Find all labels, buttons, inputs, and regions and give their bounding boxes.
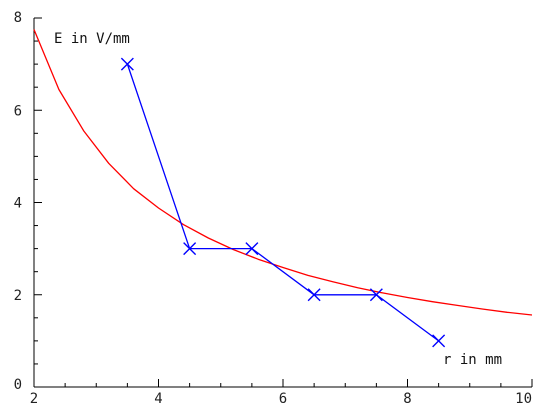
series-line [126,63,439,342]
data-point-marker [369,288,383,302]
data-point-marker [307,288,321,302]
y-axis-label: E in V/mm [54,31,130,47]
y-tick-label: 4 [14,196,22,212]
x-tick-label: 6 [279,391,287,407]
data-point-marker [432,334,446,348]
x-tick-label: 10 [515,391,532,407]
data-point-marker [245,242,259,256]
data-point-marker [120,57,134,71]
series-layer [33,29,533,348]
y-tick-label: 0 [14,377,22,393]
y-tick-label: 6 [14,103,22,119]
y-tick-label: 8 [14,10,22,26]
ticks [33,17,533,388]
x-tick-label: 2 [30,391,38,407]
data-point-marker [183,242,197,256]
x-axis-label: r in mm [443,352,502,368]
series-line [33,29,533,316]
x-tick-label: 4 [154,391,162,407]
series-1 [33,29,533,316]
series-2 [120,57,446,348]
y-tick-label: 2 [14,288,22,304]
x-tick-label: 8 [403,391,411,407]
